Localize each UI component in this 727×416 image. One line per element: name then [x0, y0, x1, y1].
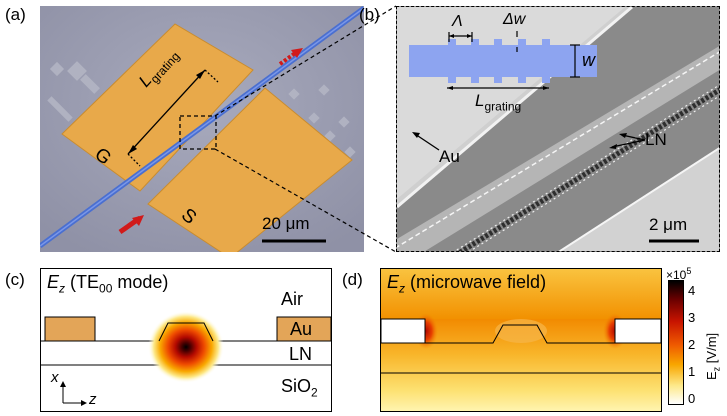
ln-label-c: LN [289, 344, 313, 364]
d-title: Ez (microwave field) [387, 272, 547, 296]
grating-schematic-inset [409, 39, 597, 83]
delta-w-label: Δw [503, 11, 526, 28]
microwave-field-plot [381, 269, 661, 411]
panel-b-tag: (b) [359, 5, 380, 24]
grating-teeth [457, 87, 719, 251]
au-label-c: Au [290, 319, 313, 339]
colorbar-tick: 0 [688, 391, 696, 406]
au-block-right [276, 316, 331, 342]
panel-a-tag: (a) [5, 5, 26, 24]
c-title: Ez (TE00 mode) [47, 272, 169, 296]
panel-b-sem-image [397, 7, 719, 251]
colorbar-tick: 4 [688, 283, 696, 298]
colorbar-tick: 2 [688, 337, 696, 352]
panel-c: Ez (TE00 mode) Air Au LN SiO2 x z [40, 268, 332, 412]
scale-text-a: 20 μm [262, 214, 310, 233]
electrode-right [614, 318, 661, 344]
colorbar-ticks: 4 3 2 1 0 [688, 280, 708, 406]
colorbar [668, 280, 684, 405]
zoom-region [179, 115, 217, 150]
colorbar-tick: 1 [688, 364, 696, 379]
panel-d: Ez (microwave field) [380, 268, 662, 412]
colorbar-label: Ez [V/m] [704, 332, 722, 380]
scale-text-b: 2 μm [649, 215, 688, 234]
sio2-label: SiO2 [281, 376, 318, 400]
input-arrow-icon [118, 215, 144, 235]
colorbar-exponent: ×105 [666, 266, 692, 282]
panel-c-tag: (c) [5, 270, 25, 289]
w-label: w [582, 50, 595, 70]
panel-a-sem-image [40, 6, 364, 252]
axis-x-label: x [51, 369, 59, 386]
air-label: Air [281, 289, 303, 309]
axis-z-label: z [89, 391, 97, 408]
lambda-label: Λ [452, 13, 463, 30]
ln-ridge [397, 46, 719, 251]
colorbar-tick: 3 [688, 310, 696, 325]
panel-b: Λ Δw w Lgrating Au LN 2 μm [396, 6, 720, 252]
panel-a: Lgrating G S 20 μm [40, 6, 364, 252]
l-grating-label-b: Lgrating [475, 91, 522, 114]
panel-d-tag: (d) [342, 270, 363, 289]
te00-mode-plot [41, 311, 331, 406]
au-block-left [44, 316, 96, 342]
ln-label-b: LN [645, 130, 667, 149]
electrode-left [381, 318, 426, 344]
au-label-b: Au [439, 147, 460, 166]
